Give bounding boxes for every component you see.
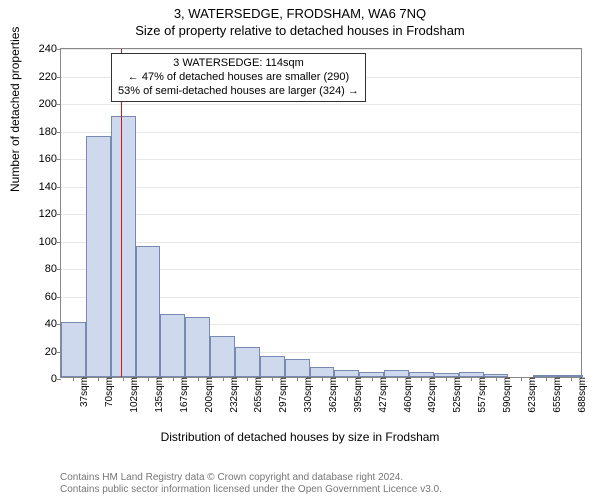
x-axis-label: Distribution of detached houses by size … <box>0 430 600 444</box>
x-tick-mark <box>148 377 149 381</box>
x-tick-mark <box>347 377 348 381</box>
x-tick-label: 688sqm <box>575 377 588 413</box>
y-tick-mark <box>57 49 61 50</box>
gridline <box>61 104 581 105</box>
histogram-bar <box>210 336 235 377</box>
y-tick-mark <box>57 214 61 215</box>
gridline <box>61 49 581 50</box>
y-tick-mark <box>57 104 61 105</box>
x-tick-label: 557sqm <box>475 377 488 413</box>
x-tick-mark <box>546 377 547 381</box>
x-tick-label: 232sqm <box>227 377 240 413</box>
x-tick-mark <box>198 377 199 381</box>
gridline <box>61 214 581 215</box>
histogram-bar <box>136 246 161 377</box>
histogram-bar <box>260 356 285 377</box>
histogram-bar <box>111 116 136 377</box>
x-tick-mark <box>223 377 224 381</box>
x-tick-label: 492sqm <box>425 377 438 413</box>
annotation-line-1: 3 WATERSEDGE: 114sqm <box>118 57 359 71</box>
x-tick-label: 102sqm <box>127 377 140 413</box>
x-tick-mark <box>123 377 124 381</box>
histogram-bar <box>334 370 359 377</box>
x-tick-label: 655sqm <box>550 377 563 413</box>
x-tick-label: 525sqm <box>450 377 463 413</box>
x-tick-mark <box>247 377 248 381</box>
x-tick-label: 167sqm <box>177 377 190 413</box>
y-tick-mark <box>57 159 61 160</box>
x-tick-mark <box>521 377 522 381</box>
x-tick-label: 395sqm <box>351 377 364 413</box>
x-tick-mark <box>421 377 422 381</box>
plot-area: 02040608010012014016018020022024037sqm70… <box>60 48 582 378</box>
page-title: 3, WATERSEDGE, FRODSHAM, WA6 7NQ <box>0 0 600 21</box>
histogram-bar <box>310 367 335 377</box>
x-tick-mark <box>397 377 398 381</box>
annotation-line-3: 53% of semi-detached houses are larger (… <box>118 85 359 99</box>
x-tick-label: 460sqm <box>401 377 414 413</box>
x-tick-mark <box>496 377 497 381</box>
gridline <box>61 159 581 160</box>
x-tick-label: 135sqm <box>152 377 165 413</box>
y-tick-mark <box>57 242 61 243</box>
x-tick-mark <box>471 377 472 381</box>
x-tick-mark <box>297 377 298 381</box>
chart-container: Number of detached properties 0204060801… <box>0 42 600 442</box>
x-tick-mark <box>173 377 174 381</box>
y-tick-mark <box>57 77 61 78</box>
x-tick-label: 330sqm <box>301 377 314 413</box>
footer-line-2: Contains public sector information licen… <box>60 484 442 496</box>
histogram-bar <box>235 347 260 377</box>
x-tick-label: 427sqm <box>376 377 389 413</box>
x-tick-mark <box>446 377 447 381</box>
x-tick-mark <box>98 377 99 381</box>
gridline <box>61 242 581 243</box>
y-tick-mark <box>57 132 61 133</box>
gridline <box>61 132 581 133</box>
histogram-bar <box>86 136 111 377</box>
x-tick-mark <box>272 377 273 381</box>
x-tick-mark <box>73 377 74 381</box>
x-tick-label: 362sqm <box>326 377 339 413</box>
x-tick-label: 297sqm <box>276 377 289 413</box>
x-tick-label: 200sqm <box>202 377 215 413</box>
footer-attribution: Contains HM Land Registry data © Crown c… <box>60 472 442 496</box>
histogram-bar <box>160 314 185 377</box>
x-tick-label: 37sqm <box>77 377 90 407</box>
gridline <box>61 187 581 188</box>
y-tick-mark <box>57 187 61 188</box>
annotation-line-2: ← 47% of detached houses are smaller (29… <box>118 71 359 85</box>
x-tick-mark <box>372 377 373 381</box>
histogram-bar <box>185 317 210 378</box>
x-tick-mark <box>571 377 572 381</box>
histogram-bar <box>285 359 310 377</box>
y-tick-mark <box>57 269 61 270</box>
footer-line-1: Contains HM Land Registry data © Crown c… <box>60 472 442 484</box>
y-tick-mark <box>57 379 61 380</box>
annotation-box: 3 WATERSEDGE: 114sqm ← 47% of detached h… <box>111 53 366 102</box>
x-tick-label: 70sqm <box>102 377 115 407</box>
histogram-bar <box>384 370 409 377</box>
y-axis-label: Number of detached properties <box>8 27 22 192</box>
x-tick-mark <box>322 377 323 381</box>
histogram-bar <box>61 322 86 377</box>
x-tick-label: 265sqm <box>251 377 264 413</box>
page-subtitle: Size of property relative to detached ho… <box>0 21 600 38</box>
y-tick-mark <box>57 297 61 298</box>
x-tick-label: 590sqm <box>500 377 513 413</box>
x-tick-label: 623sqm <box>525 377 538 413</box>
